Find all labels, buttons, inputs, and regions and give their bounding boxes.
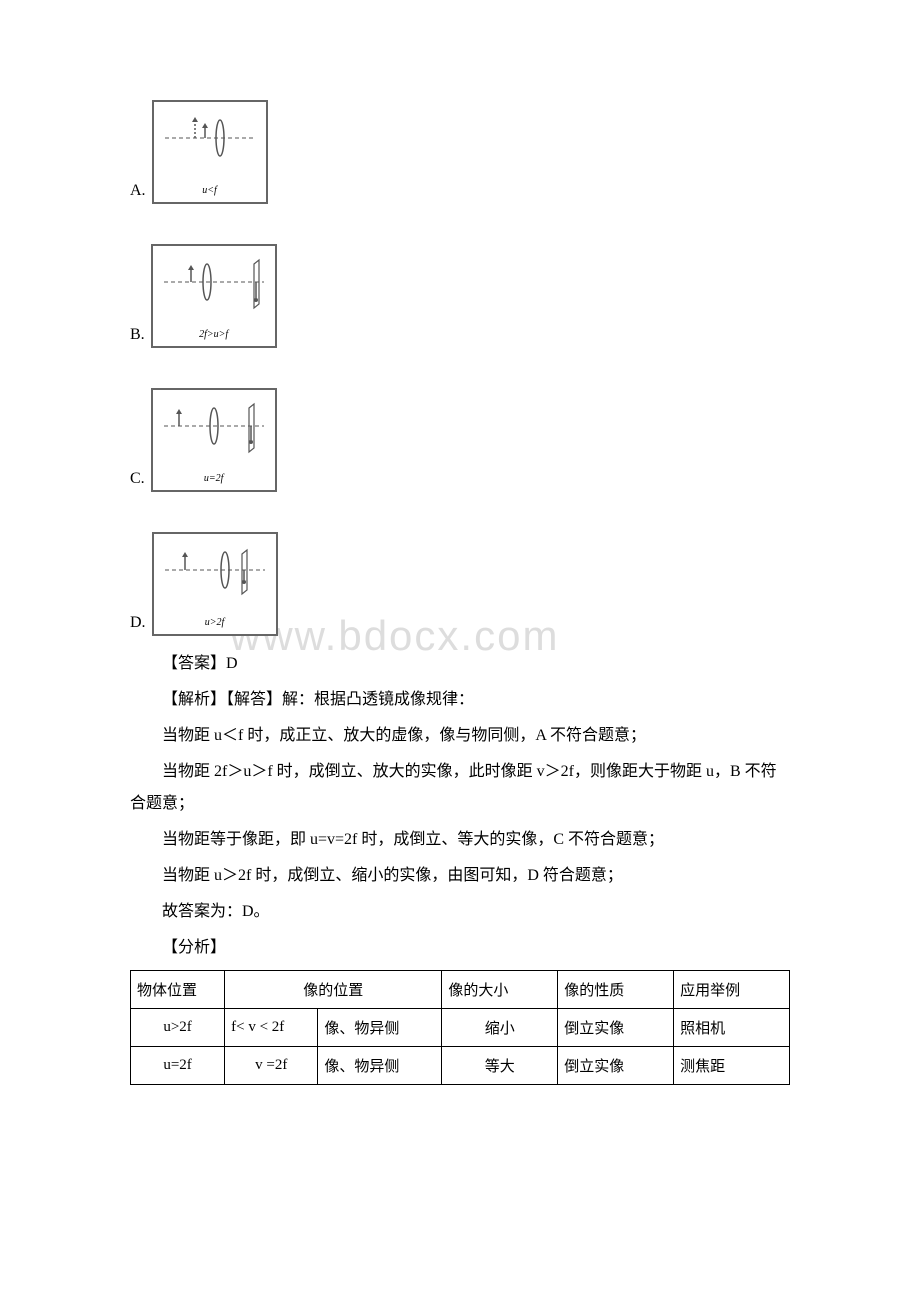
option-a-letter: A. bbox=[130, 182, 146, 204]
option-a-caption: u<f bbox=[160, 185, 260, 196]
answer-label: 【答案】 bbox=[162, 655, 226, 672]
option-a-diagram: u<f bbox=[152, 100, 268, 204]
option-c-letter: C. bbox=[130, 470, 145, 492]
option-a-row: A. u<f bbox=[130, 100, 790, 204]
option-b-letter: B. bbox=[130, 326, 145, 348]
cell-r2-c2b: 像、物异侧 bbox=[318, 1047, 442, 1085]
option-c-row: C. u=2f bbox=[130, 388, 790, 492]
th-application: 应用举例 bbox=[674, 971, 790, 1009]
cell-r1-c1: u>2f bbox=[131, 1009, 225, 1047]
analysis-table: 物体位置 像的位置 像的大小 像的性质 应用举例 u>2f f< v < 2f … bbox=[130, 970, 790, 1085]
cell-r1-c2a: f< v < 2f bbox=[225, 1009, 318, 1047]
analysis-label: 【分析】 bbox=[130, 932, 790, 964]
option-b-diagram: 2f>u>f bbox=[151, 244, 277, 348]
lens-diagram-a bbox=[160, 108, 260, 178]
cell-r1-c4: 倒立实像 bbox=[558, 1009, 674, 1047]
option-b-caption: 2f>u>f bbox=[159, 329, 269, 340]
cell-r1-c3: 缩小 bbox=[442, 1009, 558, 1047]
option-d-diagram: u>2f bbox=[152, 532, 278, 636]
th-image-size: 像的大小 bbox=[442, 971, 558, 1009]
option-d-letter: D. bbox=[130, 614, 146, 636]
table-row: u>2f f< v < 2f 像、物异侧 缩小 倒立实像 照相机 bbox=[131, 1009, 790, 1047]
th-image-pos: 像的位置 bbox=[225, 971, 442, 1009]
cell-r2-c1: u=2f bbox=[131, 1047, 225, 1085]
explain-line-1: 当物距 u＜f 时，成正立、放大的虚像，像与物同侧，A 不符合题意； bbox=[130, 720, 790, 752]
option-c-caption: u=2f bbox=[159, 473, 269, 484]
answer-value: D bbox=[226, 655, 238, 672]
lens-diagram-c bbox=[159, 396, 269, 466]
explain-line-2: 当物距 2f＞u＞f 时，成倒立、放大的实像，此时像距 v＞2f，则像距大于物距… bbox=[130, 756, 790, 820]
cell-r2-c2a: v =2f bbox=[225, 1047, 318, 1085]
th-image-nature: 像的性质 bbox=[558, 971, 674, 1009]
explain-line-3: 当物距等于像距，即 u=v=2f 时，成倒立、等大的实像，C 不符合题意； bbox=[130, 824, 790, 856]
explain-line-5: 故答案为：D。 bbox=[130, 896, 790, 928]
explain-line-4: 当物距 u＞2f 时，成倒立、缩小的实像，由图可知，D 符合题意； bbox=[130, 860, 790, 892]
cell-r1-c5: 照相机 bbox=[674, 1009, 790, 1047]
cell-r2-c5: 测焦距 bbox=[674, 1047, 790, 1085]
answer-line: 【答案】D bbox=[130, 648, 790, 680]
option-d-row: D. u>2f bbox=[130, 532, 790, 636]
lens-diagram-b bbox=[159, 252, 269, 322]
cell-r2-c3: 等大 bbox=[442, 1047, 558, 1085]
th-object-pos: 物体位置 bbox=[131, 971, 225, 1009]
lens-diagram-d bbox=[160, 540, 270, 610]
table-header-row: 物体位置 像的位置 像的大小 像的性质 应用举例 bbox=[131, 971, 790, 1009]
explanation-header: 【解析】【解答】解：根据凸透镜成像规律： bbox=[130, 684, 790, 716]
option-b-row: B. 2f>u>f bbox=[130, 244, 790, 348]
cell-r2-c4: 倒立实像 bbox=[558, 1047, 674, 1085]
option-d-caption: u>2f bbox=[160, 617, 270, 628]
table-row: u=2f v =2f 像、物异侧 等大 倒立实像 测焦距 bbox=[131, 1047, 790, 1085]
option-c-diagram: u=2f bbox=[151, 388, 277, 492]
cell-r1-c2b: 像、物异侧 bbox=[318, 1009, 442, 1047]
